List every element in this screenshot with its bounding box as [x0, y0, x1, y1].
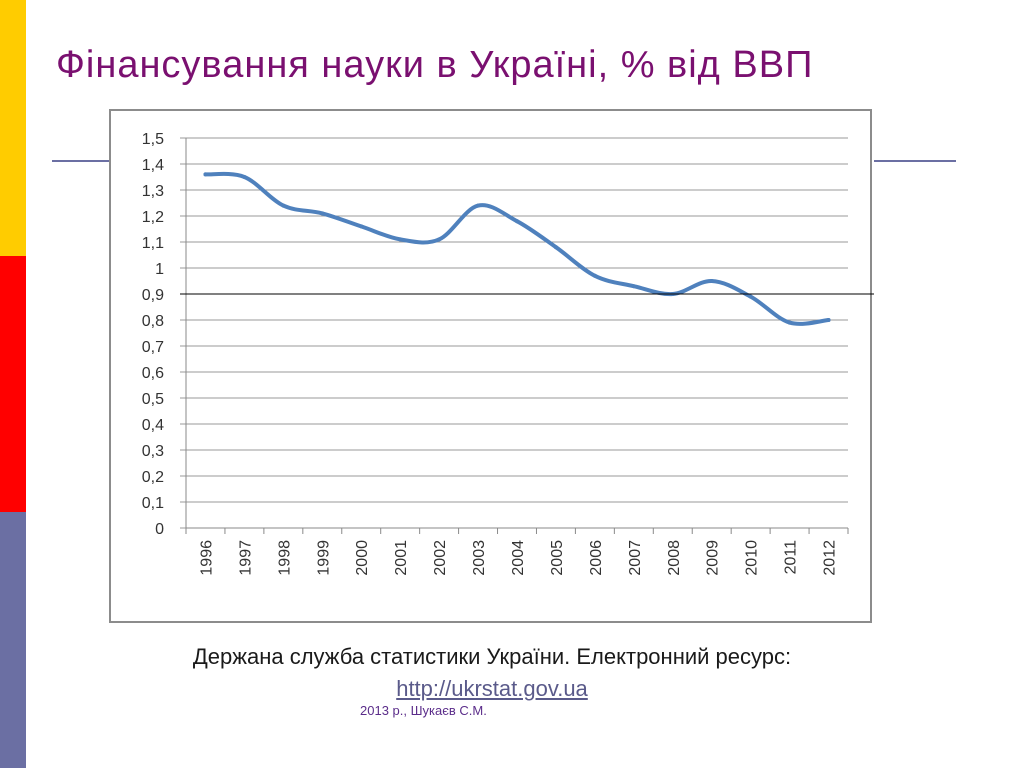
x-tick-label: 2009 — [705, 540, 722, 576]
data-point — [203, 172, 208, 177]
x-tick-label: 2012 — [822, 540, 839, 576]
author-credit: 2013 р., Шукаєв С.М. — [360, 703, 487, 718]
data-point — [515, 219, 519, 224]
y-tick-label: 0,5 — [142, 391, 164, 408]
y-tick-label: 1 — [155, 261, 164, 278]
data-point — [398, 237, 403, 242]
y-tick-label: 0,8 — [142, 313, 164, 330]
data-point — [476, 203, 481, 208]
x-tick-label: 2003 — [471, 540, 488, 576]
y-tick-label: 0,1 — [142, 495, 164, 512]
y-tick-label: 0 — [155, 521, 164, 538]
series-line-0 — [203, 171, 831, 326]
data-point — [437, 237, 442, 242]
y-tick-label: 1,1 — [142, 235, 164, 252]
x-tick-label: 2006 — [588, 540, 605, 576]
gridlines — [180, 137, 848, 529]
stripe-red — [0, 256, 26, 512]
y-tick-label: 0,6 — [142, 365, 164, 382]
y-tick-label: 1,4 — [142, 157, 164, 174]
y-tick-label: 1,3 — [142, 183, 164, 200]
y-tick-label: 0,9 — [142, 287, 164, 304]
x-tick-label: 2002 — [432, 540, 449, 576]
x-tick-label: 2001 — [393, 540, 410, 576]
slide-title: Фінансування науки в Україні, % від ВВП — [56, 44, 814, 86]
x-tick-label: 1998 — [276, 540, 293, 576]
chart-frame — [109, 109, 872, 623]
title-underline-right — [874, 160, 956, 162]
x-tick-label: 2000 — [354, 540, 371, 576]
stripe-blue — [0, 512, 26, 768]
x-tick-label: 1999 — [315, 540, 332, 576]
y-tick-label: 0,7 — [142, 339, 164, 356]
data-point — [281, 203, 286, 208]
x-tick-labels: 1996 1997 1998 1999 2000 2001 2002 2003 2004 2005… — [198, 540, 838, 576]
x-tick-label: 1997 — [237, 540, 254, 576]
x-tick-label: 2008 — [666, 540, 683, 576]
data-point — [748, 294, 753, 299]
x-tick-label: 2005 — [549, 540, 566, 576]
x-tick-label: 2010 — [744, 540, 761, 576]
title-underline-left — [52, 160, 110, 162]
data-point — [592, 273, 597, 278]
data-point — [242, 175, 247, 179]
x-tick-label: 2004 — [510, 540, 527, 576]
x-tick-label: 2011 — [783, 540, 800, 575]
stripe-yellow — [0, 0, 26, 256]
data-point — [709, 279, 714, 283]
data-point — [359, 224, 364, 229]
data-point — [631, 284, 636, 289]
data-point — [826, 318, 831, 322]
y-tick-label: 0,2 — [142, 469, 164, 486]
x-tick-label: 1996 — [198, 540, 215, 576]
y-tick-label: 0,3 — [142, 443, 164, 460]
data-point — [787, 320, 792, 325]
data-point — [320, 211, 325, 216]
y-tick-label: 1,5 — [142, 131, 164, 148]
x-tick-label: 2007 — [627, 540, 644, 576]
series-layer — [203, 171, 831, 326]
y-tick-label: 0,4 — [142, 417, 164, 434]
y-tick-labels: 0 0,1 0,2 0,3 0,4 0,5 0,6 0,7 0,8 0,9 1 1,1 1,2 1,3 1,… — [142, 131, 164, 538]
source-text: Держана служба статистики України. Елект… — [192, 644, 792, 669]
y-tick-label: 1,2 — [142, 209, 164, 226]
axes — [185, 138, 849, 534]
data-point — [553, 245, 558, 250]
source-link[interactable]: http://ukrstat.gov.ua — [396, 676, 588, 701]
